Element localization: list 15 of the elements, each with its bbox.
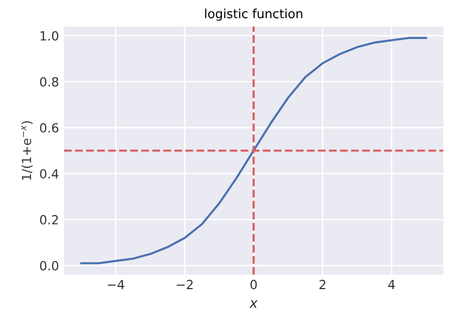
line-series <box>80 36 428 264</box>
y-tick-label: 0.0 <box>40 261 58 270</box>
y-tick-label: 0.2 <box>40 215 58 224</box>
y-tick-label: 1.0 <box>40 31 58 41</box>
x-tick-label: −2 <box>176 280 193 290</box>
x-tick-label: −4 <box>108 280 124 290</box>
x-tick-label: 0 <box>250 280 257 290</box>
y-tick-label: 0.4 <box>40 169 58 179</box>
x-tick-label: 4 <box>388 280 395 290</box>
y-tick-label: 0.8 <box>40 77 58 87</box>
x-axis-title: x <box>249 300 258 308</box>
y-tick-label: 0.6 <box>40 123 58 133</box>
chart-title: logistic function <box>205 8 302 21</box>
x-tick-label: 2 <box>320 280 326 290</box>
y-axis-title: 1/(1+e$^{−x}$) <box>21 121 33 180</box>
